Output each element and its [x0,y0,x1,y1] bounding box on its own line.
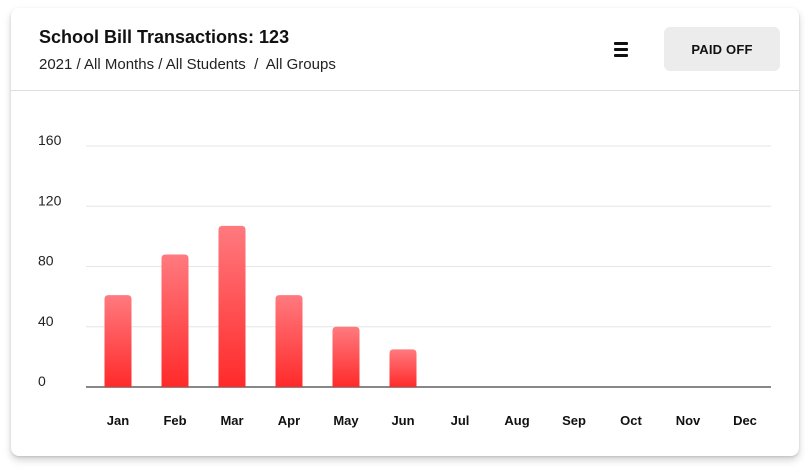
x-tick-label-dec: Dec [733,413,757,428]
bar-apr[interactable] [275,295,303,387]
card-header: School Bill Transactions: 123 2021 / All… [11,8,799,91]
paid-off-button[interactable]: PAID OFF [664,27,780,71]
bar-chart: 0 40 80 120 160 Jan Feb Mar Apr May Jun Jul Aug Sep Oc… [38,132,771,428]
filter-breadcrumb: 2021 / All Months / All Students / All G… [39,56,336,73]
menu-icon[interactable] [611,40,631,60]
bar-jan[interactable] [104,295,132,387]
y-tick-label: 80 [38,253,54,269]
x-tick-label-oct: Oct [620,413,642,428]
y-tick-label: 120 [38,192,62,208]
x-tick-label-sep: Sep [562,413,586,428]
chart-card: School Bill Transactions: 123 2021 / All… [11,8,799,456]
x-tick-label-nov: Nov [676,413,701,428]
x-tick-label-feb: Feb [163,413,186,428]
x-tick-label-jul: Jul [451,413,470,428]
y-tick-label: 160 [38,132,62,148]
x-tick-label-jan: Jan [107,413,129,428]
x-tick-label-mar: Mar [220,413,243,428]
x-tick-label-jun: Jun [391,413,414,428]
card-title: School Bill Transactions: 123 [39,27,290,47]
x-tick-label-may: May [333,413,359,428]
bar-mar[interactable] [218,225,246,387]
y-tick-label: 40 [38,313,54,329]
x-tick-label-aug: Aug [504,413,529,428]
y-tick-label: 0 [38,373,46,389]
x-tick-label-apr: Apr [278,413,300,428]
bar-may[interactable] [332,326,360,387]
bar-jun[interactable] [389,349,417,387]
bar-feb[interactable] [161,254,189,387]
